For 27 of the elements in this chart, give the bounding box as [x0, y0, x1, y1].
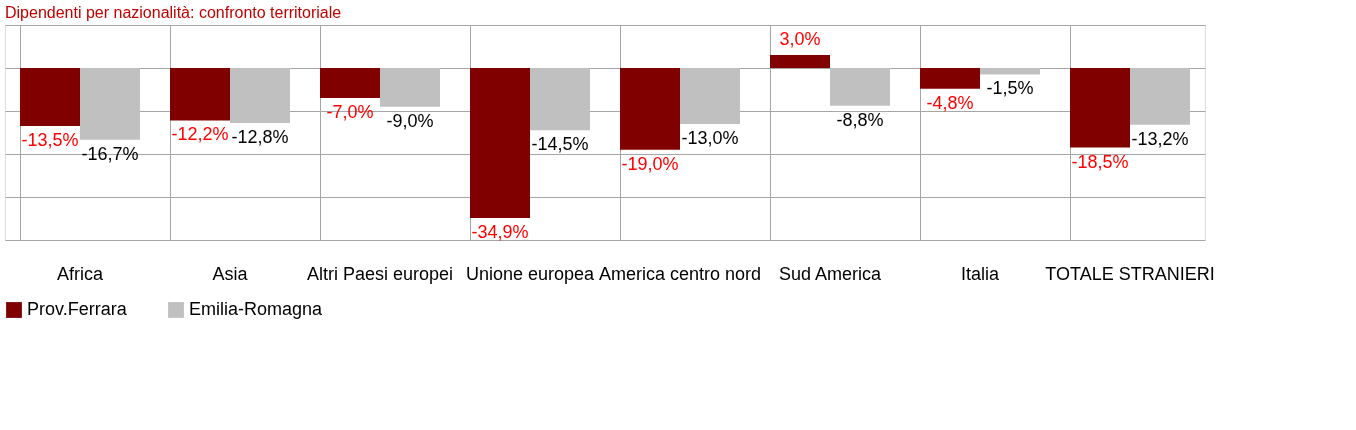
data-label: -13,0% [681, 127, 739, 148]
data-label: -12,2% [171, 124, 229, 145]
data-label: 3,0% [779, 29, 821, 50]
x-tick-label: Asia [212, 263, 249, 284]
x-tick-label: Unione europea [465, 263, 596, 284]
data-label: -4,8% [926, 92, 974, 113]
data-label: -12,8% [231, 127, 289, 148]
data-label: -13,2% [1131, 128, 1189, 149]
data-label: -9,0% [386, 110, 434, 131]
x-tick-label: Sud America [778, 263, 883, 284]
data-label: -16,7% [81, 143, 139, 164]
x-tick-label: Italia [960, 263, 1000, 284]
data-label: -1,5% [986, 78, 1034, 99]
chart-title: Dipendenti per nazionalità: confronto territoriale [5, 4, 342, 21]
data-label: -14,5% [531, 134, 589, 155]
data-label: -7,0% [326, 102, 374, 123]
x-tick-label: Altri Paesi europei [306, 263, 454, 284]
data-label: -13,5% [21, 130, 79, 151]
legend-label: Emilia-Romagna [189, 299, 324, 319]
data-label: -8,8% [836, 109, 884, 130]
x-tick-label: Africa [56, 263, 104, 284]
data-label: -19,0% [621, 153, 679, 174]
x-tick-label: TOTALE STRANIERI [1045, 263, 1215, 284]
x-tick-label: America centro nord [598, 263, 762, 284]
legend-label: Prov.Ferrara [27, 299, 128, 319]
data-label: -34,9% [471, 222, 529, 243]
data-label: -18,5% [1071, 151, 1129, 172]
